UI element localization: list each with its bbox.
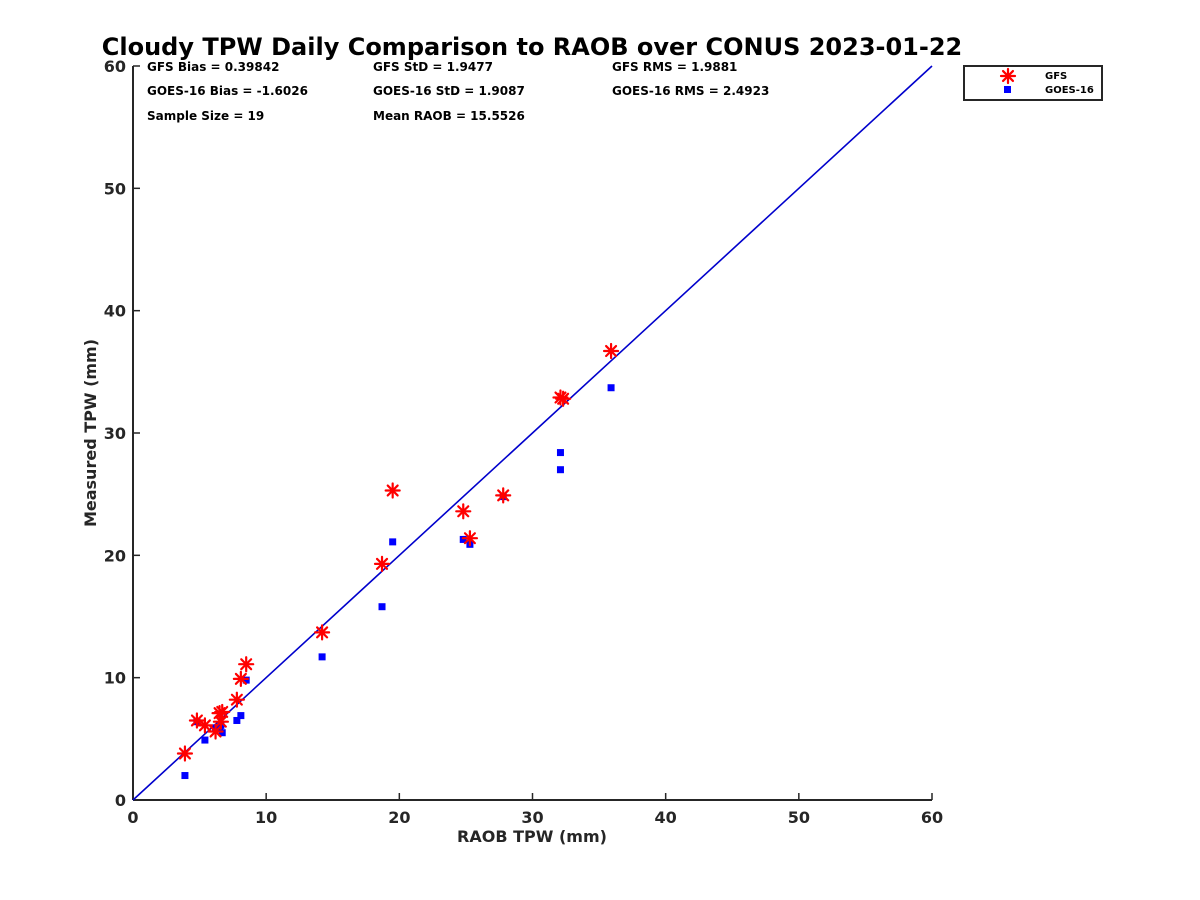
point-gfs (232, 670, 249, 687)
x-tick-label: 40 (655, 808, 677, 827)
point-gfs (455, 503, 472, 520)
point-gfs (495, 487, 512, 504)
point-goes16 (218, 729, 226, 737)
stat-text: GFS Bias = 0.39842 (147, 60, 279, 74)
point-gfs (555, 390, 572, 407)
point-goes16 (607, 384, 615, 392)
legend-label-gfs: GFS (1045, 71, 1067, 82)
point-gfs (176, 745, 194, 762)
point-gfs (238, 656, 255, 673)
x-axis-label: RAOB TPW (mm) (457, 827, 607, 846)
point-gfs (214, 703, 231, 721)
point-gfs (384, 482, 401, 499)
point-goes16 (201, 736, 209, 744)
point-gfs (212, 713, 229, 730)
point-goes16 (237, 712, 245, 720)
chart-title: Cloudy TPW Daily Comparison to RAOB over… (102, 33, 962, 61)
point-gfs (228, 691, 245, 708)
stat-text: Sample Size = 19 (147, 109, 264, 123)
legend-asterisk (999, 67, 1017, 85)
point-goes16 (242, 676, 250, 684)
point-goes16 (389, 538, 397, 546)
x-tick-label: 0 (127, 808, 138, 827)
stats-block: GFS Bias = 0.39842 GFS StD = 1.9477 GFS RM… (147, 60, 769, 123)
point-goes16 (318, 653, 326, 661)
stat-text: Mean RAOB = 15.5526 (373, 109, 525, 123)
y-tick-label: 20 (104, 546, 126, 565)
point-goes16 (556, 449, 564, 457)
point-goes16 (556, 466, 564, 474)
y-tick-label: 10 (104, 669, 126, 688)
data-points (176, 342, 620, 780)
y-tick-label: 30 (104, 424, 126, 443)
point-goes16 (378, 603, 386, 611)
stat-text: GFS RMS = 1.9881 (612, 60, 737, 74)
stat-text: GOES-16 RMS = 2.4923 (612, 84, 769, 98)
point-gfs (461, 530, 479, 547)
stat-text: GOES-16 StD = 1.9087 (373, 84, 525, 98)
stat-text: GOES-16 Bias = -1.6026 (147, 84, 308, 98)
x-tick-label: 50 (788, 808, 810, 827)
point-goes16 (459, 535, 467, 543)
point-gfs (373, 555, 391, 572)
reference-line-1to1 (132, 65, 933, 801)
y-tick-label: 50 (104, 179, 126, 198)
y-axis-label: Measured TPW (mm) (81, 339, 100, 527)
legend-box (963, 65, 1103, 101)
legend-marker-gfs (999, 67, 1017, 85)
tick-layer: 0 10 20 30 40 50 60 0 10 20 30 40 50 60 (104, 57, 943, 827)
y-tick-label: 40 (104, 302, 126, 321)
legend-label-goes16: GOES-16 (1045, 85, 1094, 96)
point-gfs (196, 717, 214, 734)
stat-text: GFS StD = 1.9477 (373, 60, 493, 74)
x-tick-label: 60 (921, 808, 943, 827)
legend-marker-goes16 (1004, 86, 1011, 93)
y-tick-label: 0 (115, 791, 126, 810)
point-gfs (602, 342, 620, 360)
point-goes16 (233, 716, 241, 724)
x-tick-label: 10 (255, 808, 277, 827)
x-tick-label: 30 (521, 808, 543, 827)
x-tick-label: 20 (388, 808, 410, 827)
point-goes16 (181, 772, 189, 780)
legend: GFS GOES-16 (963, 65, 1103, 101)
point-gfs (313, 624, 331, 641)
y-tick-label: 60 (104, 57, 126, 76)
